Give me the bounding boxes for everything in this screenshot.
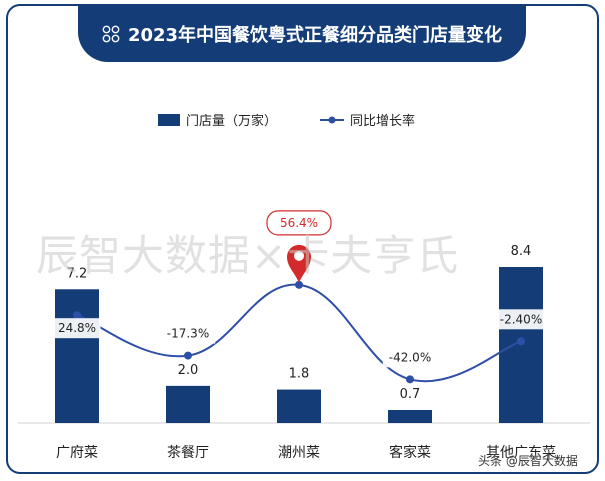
grid-icon bbox=[102, 25, 120, 43]
x-tick-label: 客家菜 bbox=[389, 444, 431, 461]
line-value-label: 24.8% bbox=[58, 321, 96, 335]
line-label-background bbox=[493, 309, 549, 330]
callout-box bbox=[266, 210, 332, 236]
line-point bbox=[73, 311, 81, 320]
bar bbox=[166, 385, 210, 423]
legend-bar-swatch bbox=[158, 114, 180, 126]
line-point bbox=[184, 351, 192, 360]
source-watermark: 头条 @辰智大数据 bbox=[478, 454, 578, 468]
line-label-background bbox=[382, 347, 438, 368]
line-label-background bbox=[53, 318, 101, 339]
line-point bbox=[517, 337, 525, 346]
line-value-label: -42.0% bbox=[389, 350, 431, 364]
legend-line-label: 同比增长率 bbox=[350, 113, 415, 129]
line-value-label: -2.40% bbox=[500, 312, 542, 326]
callout-value-label: 56.4% bbox=[280, 216, 318, 230]
x-tick-label: 其他广东菜 bbox=[486, 445, 556, 461]
x-tick-label: 潮州菜 bbox=[278, 445, 320, 461]
x-tick-label: 广府菜 bbox=[56, 445, 98, 461]
bar bbox=[277, 389, 321, 423]
bar bbox=[55, 289, 99, 423]
x-tick-label: 茶餐厅 bbox=[167, 445, 209, 461]
bar-value-label: 2.0 bbox=[178, 363, 199, 378]
bar-value-label: 7.2 bbox=[67, 266, 88, 281]
bar-value-label: 8.4 bbox=[511, 244, 532, 259]
map-pin-icon bbox=[287, 244, 311, 283]
title-banner: 2023年中国餐饮粤式正餐细分品类门店量变化 bbox=[78, 4, 526, 62]
bar bbox=[388, 410, 432, 423]
chart-title: 2023年中国餐饮粤式正餐细分品类门店量变化 bbox=[127, 25, 503, 46]
line-point bbox=[295, 280, 303, 289]
line-label-background bbox=[160, 323, 216, 344]
map-pin-hole bbox=[294, 250, 304, 261]
legend-line-marker bbox=[328, 116, 336, 124]
bar-value-label: 1.8 bbox=[289, 367, 310, 382]
legend-bar-label: 门店量（万家） bbox=[186, 113, 277, 129]
line-point bbox=[406, 375, 414, 384]
line-value-label: -17.3% bbox=[167, 327, 209, 341]
bar-value-label: 0.7 bbox=[400, 387, 421, 402]
